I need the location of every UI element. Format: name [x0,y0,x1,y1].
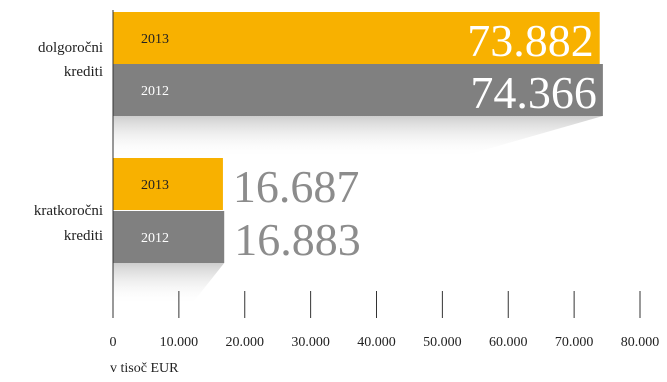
bar-dolgorocni-2012 [113,64,603,116]
bar-shadow [113,263,225,305]
category-label: dolgoročni [38,40,103,56]
bar-value-label: 16.883 [234,214,361,265]
bar-year-label: 2012 [141,231,169,246]
bars-group: 2013 73.882 2012 74.366 2013 16.687 2012 16.883 [113,12,603,265]
bar-value-label: 73.882 [467,15,594,66]
bar-year-label: 2012 [141,84,169,99]
category-labels: dolgoročni krediti kratkoročni krediti [34,40,103,244]
x-tick-label: 70.000 [555,335,594,350]
category-label: krediti [64,228,103,244]
x-tick-label: 0 [110,335,117,350]
bar-kratkorocni-2013 [113,158,223,210]
x-tick-label: 40.000 [357,335,396,350]
x-axis-unit-label: v tisoč EUR [110,361,179,376]
bar-value-label: 74.366 [470,67,597,118]
x-tick-label: 50.000 [423,335,462,350]
category-label: kratkoročni [34,203,103,219]
bar-year-label: 2013 [141,178,169,193]
x-tick-label: 30.000 [291,335,330,350]
bar-shadow [113,116,603,158]
x-tick-label: 80.000 [621,335,660,350]
x-tick-label: 10.000 [160,335,199,350]
bar-dolgorocni-2013 [113,12,600,64]
bar-kratkorocni-2012 [113,211,225,263]
x-tick-label: 60.000 [489,335,528,350]
x-axis-ticks: 0 10.000 20.000 30.000 40.000 50.000 60.000 70.… [110,291,660,350]
x-tick-label: 20.000 [226,335,265,350]
bar-year-label: 2013 [141,32,169,47]
bar-value-label: 16.687 [233,161,359,212]
bar-shadows [113,116,603,305]
category-label: krediti [64,64,103,80]
